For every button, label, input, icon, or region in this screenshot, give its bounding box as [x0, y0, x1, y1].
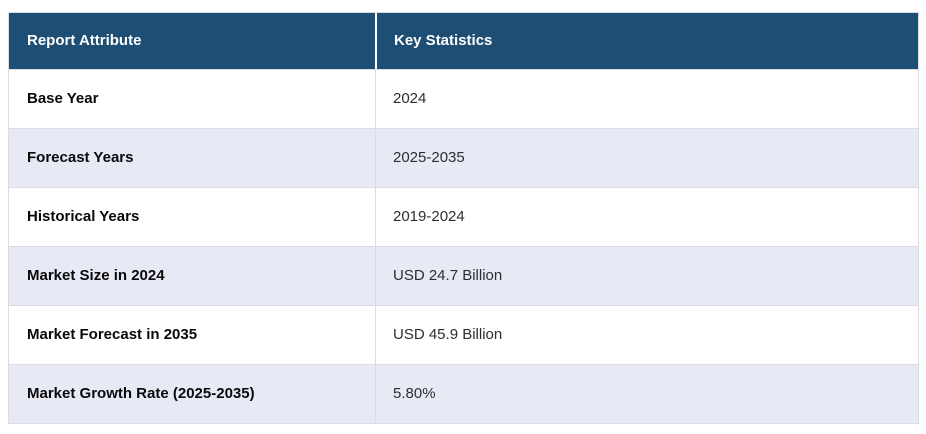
attribute-value: 5.80%	[375, 365, 918, 423]
attribute-value: USD 45.9 Billion	[375, 306, 918, 364]
table-header-row: Report Attribute Key Statistics	[9, 13, 918, 69]
table-row-market-growth-rate: Market Growth Rate (2025-2035) 5.80%	[9, 364, 918, 423]
attribute-label: Base Year	[27, 90, 99, 107]
table-row-forecast-years: Forecast Years 2025-2035	[9, 128, 918, 187]
attribute-label: Historical Years	[27, 208, 140, 225]
attribute-label: Market Size in 2024	[27, 267, 165, 284]
attribute-label: Market Growth Rate (2025-2035)	[27, 385, 255, 402]
table-row-historical-years: Historical Years 2019-2024	[9, 187, 918, 246]
attribute-label: Forecast Years	[27, 149, 134, 166]
table-row-market-forecast: Market Forecast in 2035 USD 45.9 Billion	[9, 305, 918, 364]
column-header-report-attribute: Report Attribute	[27, 32, 142, 49]
attribute-value: 2025-2035	[375, 129, 918, 187]
attribute-value: 2019-2024	[375, 188, 918, 246]
table-row-base-year: Base Year 2024	[9, 69, 918, 128]
report-attributes-table: Report Attribute Key Statistics Base Yea…	[8, 12, 919, 424]
table-row-market-size: Market Size in 2024 USD 24.7 Billion	[9, 246, 918, 305]
attribute-label: Market Forecast in 2035	[27, 326, 198, 343]
attribute-value: USD 24.7 Billion	[375, 247, 918, 305]
column-header-key-statistics: Key Statistics	[375, 13, 918, 69]
attribute-value: 2024	[375, 70, 918, 128]
